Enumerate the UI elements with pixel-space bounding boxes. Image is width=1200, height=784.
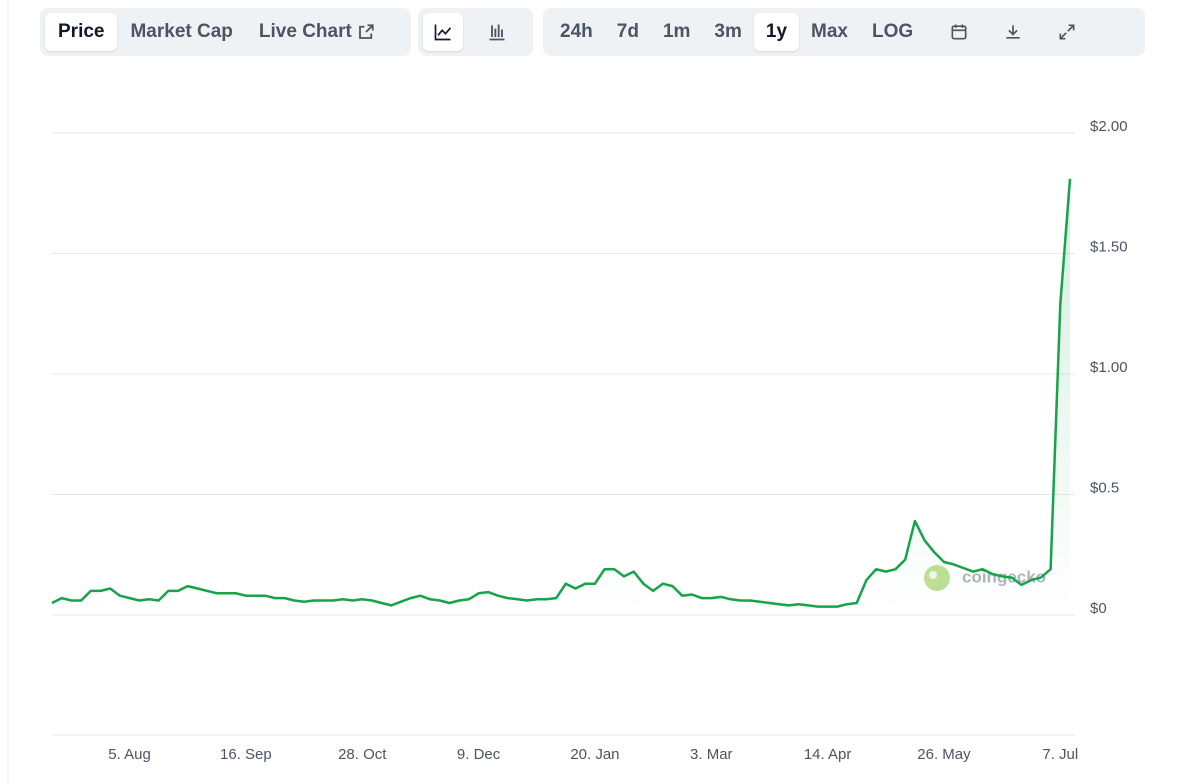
y-tick-label: $1.00 [1090,359,1128,376]
range-button[interactable]: 3m [714,21,742,42]
range-button[interactable]: 24h [560,21,593,42]
price-area [52,178,1070,616]
tab-label: Live Chart [258,21,352,42]
x-tick-label: 14. Apr [804,746,852,763]
x-tick-label: 7. Jul [1042,746,1078,763]
line-chart-button[interactable] [423,13,463,51]
range-button[interactable]: 1m [662,21,691,42]
tab[interactable]: Price [45,13,118,51]
range-group: 24h 7d 1m 3m 1y Max LOG [543,8,1145,56]
fullscreen-button[interactable] [1047,13,1087,51]
x-tick-label: 3. Mar [690,746,733,763]
y-tick-label: $1.50 [1090,238,1128,255]
download-button[interactable] [993,13,1033,51]
chart-type-group [418,8,533,56]
tab[interactable]: Live Chart [246,13,388,51]
external-icon [358,24,374,39]
tab-group: Price Market Cap Live Chart [40,8,411,56]
calendar-button[interactable] [939,13,979,51]
tab[interactable]: Market Cap [130,21,233,42]
x-tick-label: 5. Aug [108,746,151,763]
x-tick-label: 28. Oct [338,746,387,763]
x-tick-label: 26. May [917,746,971,763]
y-tick-label: $0 [1090,600,1107,617]
x-tick-label: 20. Jan [570,746,619,763]
price-line [51,178,1072,608]
y-tick-label: $0.5 [1090,479,1119,496]
range-button[interactable]: Max [811,21,848,42]
range-button[interactable]: 7d [616,21,639,42]
x-tick-label: 9. Dec [457,746,501,763]
y-tick-label: $2.00 [1090,118,1128,135]
range-button[interactable]: LOG [871,21,914,42]
range-button[interactable]: 1y [753,13,800,51]
candle-chart-button[interactable] [477,13,517,51]
x-tick-label: 16. Sep [220,746,272,763]
